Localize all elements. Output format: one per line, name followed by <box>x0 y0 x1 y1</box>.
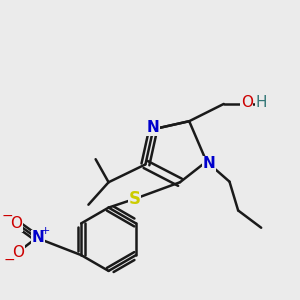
Text: −: − <box>3 252 15 266</box>
Text: −: − <box>2 209 14 223</box>
Text: N: N <box>32 230 44 245</box>
Text: O: O <box>241 95 253 110</box>
Text: H: H <box>255 95 267 110</box>
Text: O: O <box>12 245 24 260</box>
Text: N: N <box>202 156 215 171</box>
Text: N: N <box>147 120 160 135</box>
Text: O: O <box>11 216 22 231</box>
Text: S: S <box>128 190 140 208</box>
Text: +: + <box>41 226 50 236</box>
